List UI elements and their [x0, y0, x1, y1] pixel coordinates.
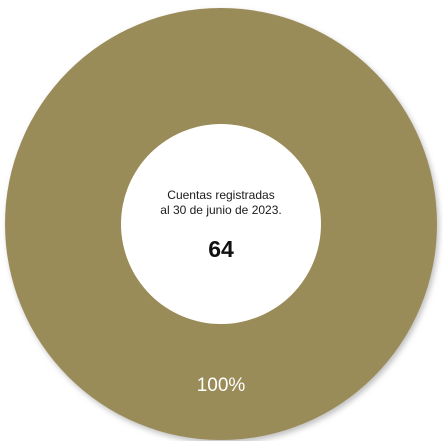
center-caption-line1: Cuentas registradas	[167, 188, 275, 202]
slice-label-percent: 100%	[196, 375, 246, 396]
center-caption: Cuentas registradas al 30 de junio de 20…	[141, 188, 301, 218]
donut-hole	[121, 124, 321, 324]
center-caption-line2: al 30 de junio de 2023.	[160, 203, 282, 217]
center-value: 64	[208, 236, 234, 262]
